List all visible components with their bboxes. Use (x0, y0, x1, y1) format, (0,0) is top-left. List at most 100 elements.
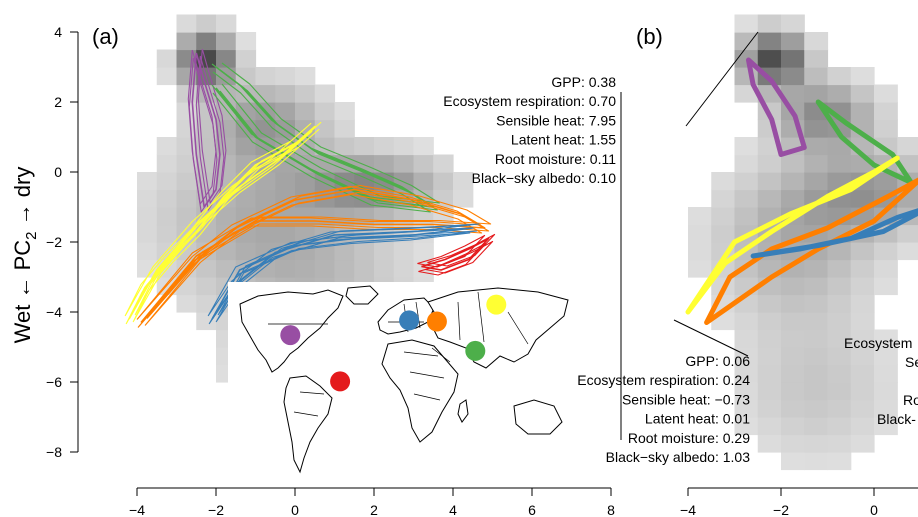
site-markers (280, 294, 507, 392)
x-tick-label-b: −2 (773, 502, 789, 517)
a-heat-cell (176, 32, 197, 51)
b-heat-cell (804, 399, 829, 418)
series-line-a-3 (144, 191, 490, 326)
x-axis-b: −4 −2 0 (680, 487, 918, 517)
b-heat-cell (827, 312, 852, 331)
b-heat-cell (804, 364, 829, 383)
x-tick-label-a: 2 (370, 502, 378, 517)
a-heat-cell (216, 259, 237, 278)
a-heat-cell (334, 242, 355, 261)
b-heat-cell (757, 382, 782, 401)
b-heat-cell (850, 364, 875, 383)
y-axis-a: 4 2 0 −2 −4 −6 −8 (46, 24, 79, 460)
b-heat-cell (757, 312, 782, 331)
a-heat-cell (216, 242, 237, 261)
a-heat-cell (255, 172, 276, 191)
y-axis-label: Wet ← PC2 → dry (10, 167, 40, 344)
trajectories-a (124, 48, 496, 328)
b-heat-cell (850, 189, 875, 208)
a-heat-cell (354, 137, 375, 156)
a-heat-cell (176, 154, 197, 173)
b-heat-cell (897, 242, 918, 261)
b-heat-cell (734, 399, 759, 418)
b-heat-cell (804, 137, 829, 156)
series-line-a-5 (427, 233, 496, 267)
continent-outlines (239, 285, 569, 474)
a-heat-cell (334, 102, 355, 121)
b-heat-cell (781, 67, 805, 86)
annotation-top: GPP: 0.38 Ecosystem respiration: 0.70 Sens… (443, 74, 616, 186)
asia-outline (427, 287, 569, 369)
a-heat-cell (453, 172, 474, 191)
a-heat-cell (334, 259, 355, 278)
b-heat-cell (874, 382, 898, 401)
b-heat-cell (874, 329, 898, 348)
a-heat-cell (216, 119, 237, 138)
panel-label-b: (b) (636, 24, 663, 49)
b-heat-cell (734, 207, 759, 226)
b-heat-cell (781, 49, 805, 68)
a-heat-cell (295, 84, 316, 103)
series-line-a-5 (418, 242, 487, 276)
b-heat-cell (827, 417, 852, 436)
y-tick-label: −6 (46, 374, 62, 390)
b-heat-cell (804, 172, 829, 191)
series-line-a-2 (125, 130, 313, 325)
a-heat-cell (235, 49, 257, 68)
b-heat-cell (850, 347, 875, 366)
b-heat-cell (804, 67, 829, 86)
a-heat-cell (235, 189, 257, 208)
a-heat-cell (295, 67, 316, 86)
africa-outline (381, 339, 459, 443)
a-heat-cell (413, 154, 434, 173)
a-heat-cell (433, 154, 454, 173)
a-heat-cell (196, 84, 217, 103)
b-heat-cell (734, 32, 759, 51)
b-heat-cell (734, 189, 759, 208)
b-heat-cell (781, 417, 805, 436)
x-tick-label-a: 8 (607, 502, 615, 517)
annotation-right-line: Black- (877, 411, 916, 427)
a-heat-cell (374, 154, 395, 173)
x-tick-label-a: −2 (208, 502, 224, 517)
a-heat-cell (255, 189, 276, 208)
annotation-right-line: Ro (903, 392, 918, 408)
a-heat-cell (156, 137, 178, 156)
a-heat-cell (374, 259, 395, 278)
series-line-a-5 (421, 237, 490, 271)
a-heat-cell (314, 259, 336, 278)
b-heat-cell (781, 399, 805, 418)
a-heat-cell (196, 32, 217, 51)
site-marker-4 (465, 340, 486, 361)
b-heat-cell (850, 399, 875, 418)
b-heat-cell (781, 364, 805, 383)
b-heat-cell (804, 452, 829, 471)
series-line-a-1 (219, 69, 438, 211)
x-tick-label-b: −4 (680, 502, 696, 517)
b-heat-cell (804, 207, 829, 226)
b-heat-cell (711, 172, 736, 191)
a-heat-cell (235, 242, 257, 261)
b-heat-cell (757, 32, 782, 51)
b-heat-cell (781, 277, 805, 296)
a-heat-cell (176, 172, 197, 191)
a-heat-cell (354, 259, 375, 278)
series-line-a-1 (211, 63, 430, 205)
site-marker-0 (486, 294, 507, 315)
a-heat-cell (156, 207, 178, 226)
a-heat-cell (196, 14, 217, 33)
b-heat-cell (734, 172, 759, 191)
b-heat-cell (781, 434, 805, 453)
b-heat-cell (874, 277, 898, 296)
series-line-a-1 (212, 71, 431, 213)
b-heat-cell (734, 154, 759, 173)
b-heat-cell (781, 259, 805, 278)
b-heat-cell (827, 399, 852, 418)
b-heat-cell (827, 452, 852, 471)
a-heat-cell (156, 172, 178, 191)
b-heat-cell (850, 294, 875, 313)
b-heat-cell (897, 137, 918, 156)
b-heat-cell (711, 189, 736, 208)
series-line-a-0 (191, 52, 221, 208)
